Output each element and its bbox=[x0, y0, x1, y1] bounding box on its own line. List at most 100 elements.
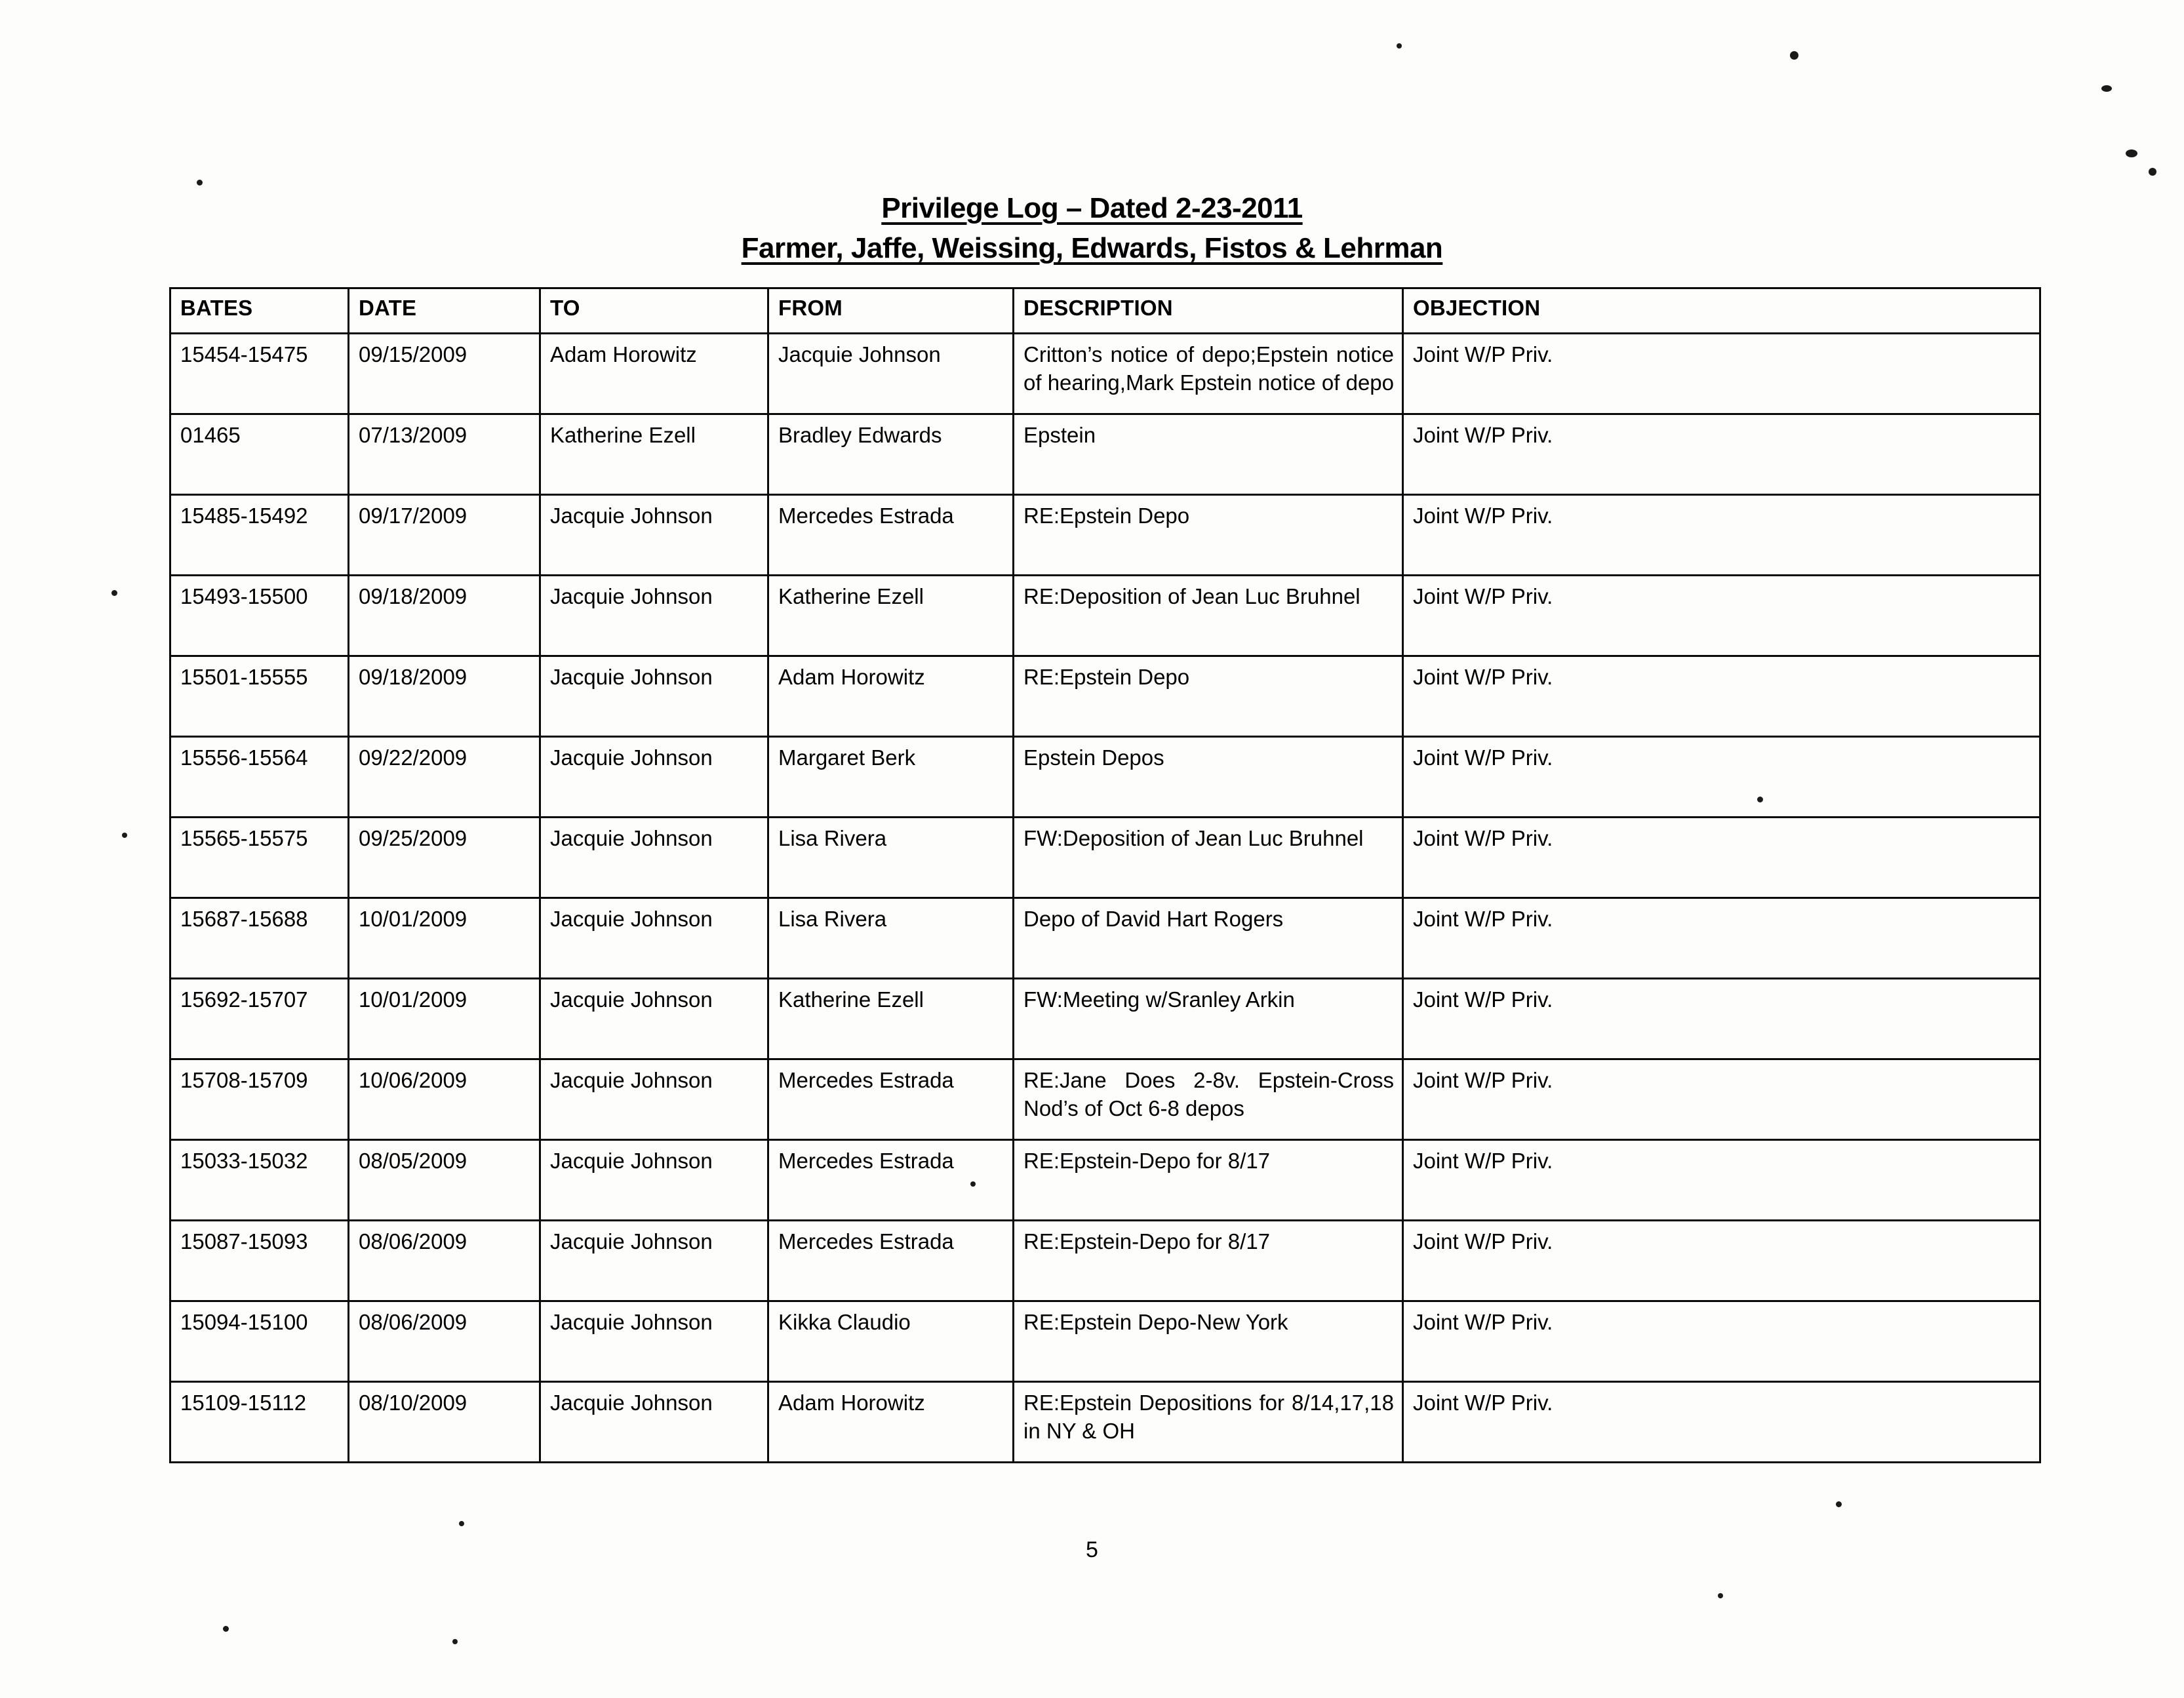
cell-date: 09/18/2009 bbox=[347, 655, 541, 738]
title-block: Privilege Log – Dated 2-23-2011 Farmer, … bbox=[0, 190, 2184, 265]
cell-objection: Joint W/P Priv. bbox=[1402, 816, 2041, 899]
cell-from: Mercedes Estrada bbox=[767, 494, 1014, 576]
cell-to: Jacquie Johnson bbox=[539, 977, 769, 1060]
column-header-bates: BATES bbox=[169, 287, 349, 334]
column-header-date: DATE bbox=[347, 287, 541, 334]
cell-from: Lisa Rivera bbox=[767, 816, 1014, 899]
scan-speckle bbox=[111, 590, 117, 596]
page-title: Privilege Log – Dated 2-23-2011 bbox=[881, 192, 1303, 224]
cell-from: Kikka Claudio bbox=[767, 1300, 1014, 1383]
cell-objection: Joint W/P Priv. bbox=[1402, 977, 2041, 1060]
cell-objection: Joint W/P Priv. bbox=[1402, 1381, 2041, 1463]
cell-bates: 15501-15555 bbox=[169, 655, 349, 738]
cell-from: Adam Horowitz bbox=[767, 655, 1014, 738]
cell-objection: Joint W/P Priv. bbox=[1402, 494, 2041, 576]
cell-to: Katherine Ezell bbox=[539, 413, 769, 496]
cell-description: RE:Epstein Depo bbox=[1012, 655, 1404, 738]
table-row: 15708-15709 10/06/2009 Jacquie Johnson Merc… bbox=[169, 1058, 2041, 1141]
cell-bates: 15454-15475 bbox=[169, 332, 349, 415]
cell-description: RE:Epstein Depo bbox=[1012, 494, 1404, 576]
cell-to: Jacquie Johnson bbox=[539, 897, 769, 979]
cell-to: Jacquie Johnson bbox=[539, 1300, 769, 1383]
cell-objection: Joint W/P Priv. bbox=[1402, 655, 2041, 738]
cell-from: Katherine Ezell bbox=[767, 977, 1014, 1060]
privilege-log-table-wrapper: BATES DATE TO FROM DESCRIPTION OBJECTION… bbox=[169, 287, 2041, 1463]
cell-from: Jacquie Johnson bbox=[767, 332, 1014, 415]
cell-objection: Joint W/P Priv. bbox=[1402, 1300, 2041, 1383]
cell-bates: 15087-15093 bbox=[169, 1219, 349, 1302]
cell-to: Jacquie Johnson bbox=[539, 1058, 769, 1141]
table-row: 15454-15475 09/15/2009 Adam Horowitz Jacqui… bbox=[169, 332, 2041, 415]
cell-to: Jacquie Johnson bbox=[539, 816, 769, 899]
column-header-objection: OBJECTION bbox=[1402, 287, 2041, 334]
cell-bates: 15687-15688 bbox=[169, 897, 349, 979]
cell-bates: 01465 bbox=[169, 413, 349, 496]
table-row: 15033-15032 08/05/2009 Jacquie Johnson Merc… bbox=[169, 1139, 2041, 1221]
cell-objection: Joint W/P Priv. bbox=[1402, 332, 2041, 415]
cell-objection: Joint W/P Priv. bbox=[1402, 413, 2041, 496]
cell-to: Jacquie Johnson bbox=[539, 655, 769, 738]
cell-description: FW:Deposition of Jean Luc Bruhnel bbox=[1012, 816, 1404, 899]
cell-bates: 15565-15575 bbox=[169, 816, 349, 899]
cell-description: Epstein Depos bbox=[1012, 736, 1404, 818]
privilege-log-table: BATES DATE TO FROM DESCRIPTION OBJECTION… bbox=[169, 287, 2041, 1463]
cell-description: Depo of David Hart Rogers bbox=[1012, 897, 1404, 979]
scan-speckle bbox=[1718, 1593, 1723, 1598]
cell-date: 07/13/2009 bbox=[347, 413, 541, 496]
cell-date: 10/01/2009 bbox=[347, 897, 541, 979]
cell-to: Jacquie Johnson bbox=[539, 574, 769, 657]
table-row: 15094-15100 08/06/2009 Jacquie Johnson Kikk… bbox=[169, 1300, 2041, 1383]
cell-description: RE:Epstein Depo-New York bbox=[1012, 1300, 1404, 1383]
cell-to: Jacquie Johnson bbox=[539, 1139, 769, 1221]
cell-to: Jacquie Johnson bbox=[539, 1381, 769, 1463]
cell-to: Jacquie Johnson bbox=[539, 494, 769, 576]
table-row: 15692-15707 10/01/2009 Jacquie Johnson Kath… bbox=[169, 977, 2041, 1060]
cell-objection: Joint W/P Priv. bbox=[1402, 736, 2041, 818]
scan-speckle bbox=[1397, 43, 1402, 49]
cell-date: 09/25/2009 bbox=[347, 816, 541, 899]
cell-description: RE:Epstein Depositions for 8/14,17,18 in… bbox=[1012, 1381, 1404, 1463]
scan-speckle bbox=[122, 833, 127, 838]
table-row: 15556-15564 09/22/2009 Jacquie Johnson Marg… bbox=[169, 736, 2041, 818]
scan-speckle bbox=[223, 1626, 229, 1632]
cell-date: 09/15/2009 bbox=[347, 332, 541, 415]
cell-description: RE:Deposition of Jean Luc Bruhnel bbox=[1012, 574, 1404, 657]
cell-description: Epstein bbox=[1012, 413, 1404, 496]
table-row: 15687-15688 10/01/2009 Jacquie Johnson Lisa… bbox=[169, 897, 2041, 979]
cell-date: 08/06/2009 bbox=[347, 1300, 541, 1383]
cell-to: Jacquie Johnson bbox=[539, 736, 769, 818]
cell-date: 10/01/2009 bbox=[347, 977, 541, 1060]
cell-from: Mercedes Estrada bbox=[767, 1139, 1014, 1221]
cell-description: RE:Jane Does 2-8v. Epstein-Cross Nod’s o… bbox=[1012, 1058, 1404, 1141]
cell-from: Lisa Rivera bbox=[767, 897, 1014, 979]
cell-bates: 15692-15707 bbox=[169, 977, 349, 1060]
scan-speckle bbox=[459, 1521, 464, 1526]
scan-speckle bbox=[1836, 1501, 1842, 1507]
scan-speckle bbox=[2101, 85, 2112, 92]
cell-date: 09/18/2009 bbox=[347, 574, 541, 657]
cell-date: 09/17/2009 bbox=[347, 494, 541, 576]
cell-date: 09/22/2009 bbox=[347, 736, 541, 818]
cell-objection: Joint W/P Priv. bbox=[1402, 897, 2041, 979]
cell-from: Bradley Edwards bbox=[767, 413, 1014, 496]
scan-speckle bbox=[2149, 168, 2156, 176]
table-row: 15485-15492 09/17/2009 Jacquie Johnson Merc… bbox=[169, 494, 2041, 576]
cell-objection: Joint W/P Priv. bbox=[1402, 574, 2041, 657]
table-header-row: BATES DATE TO FROM DESCRIPTION OBJECTION bbox=[169, 287, 2041, 334]
cell-from: Katherine Ezell bbox=[767, 574, 1014, 657]
scan-speckle bbox=[452, 1639, 458, 1644]
cell-from: Mercedes Estrada bbox=[767, 1219, 1014, 1302]
cell-bates: 15493-15500 bbox=[169, 574, 349, 657]
cell-bates: 15485-15492 bbox=[169, 494, 349, 576]
cell-to: Adam Horowitz bbox=[539, 332, 769, 415]
table-row: 15493-15500 09/18/2009 Jacquie Johnson Kath… bbox=[169, 574, 2041, 657]
cell-to: Jacquie Johnson bbox=[539, 1219, 769, 1302]
cell-objection: Joint W/P Priv. bbox=[1402, 1139, 2041, 1221]
cell-date: 08/06/2009 bbox=[347, 1219, 541, 1302]
page-number: 5 bbox=[1086, 1537, 1098, 1562]
cell-description: RE:Epstein-Depo for 8/17 bbox=[1012, 1139, 1404, 1221]
cell-objection: Joint W/P Priv. bbox=[1402, 1058, 2041, 1141]
table-row: 15565-15575 09/25/2009 Jacquie Johnson Lisa… bbox=[169, 816, 2041, 899]
column-header-to: TO bbox=[539, 287, 769, 334]
